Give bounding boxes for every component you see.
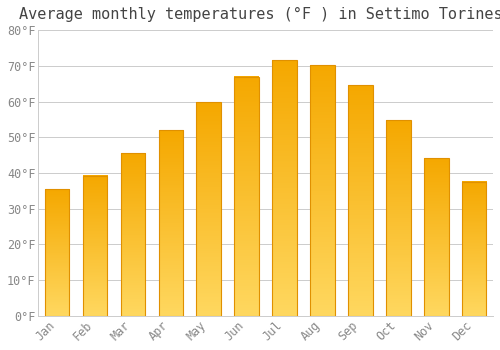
- Bar: [158, 130, 183, 316]
- Bar: [424, 158, 448, 316]
- Bar: [196, 102, 221, 316]
- Title: Average monthly temperatures (°F ) in Settimo Torinese: Average monthly temperatures (°F ) in Se…: [20, 7, 500, 22]
- Bar: [234, 77, 259, 316]
- Bar: [272, 61, 297, 316]
- Bar: [348, 85, 372, 316]
- Bar: [462, 182, 486, 316]
- Bar: [45, 189, 70, 316]
- Bar: [120, 153, 146, 316]
- Bar: [310, 65, 335, 316]
- Bar: [83, 176, 108, 316]
- Bar: [386, 120, 410, 316]
